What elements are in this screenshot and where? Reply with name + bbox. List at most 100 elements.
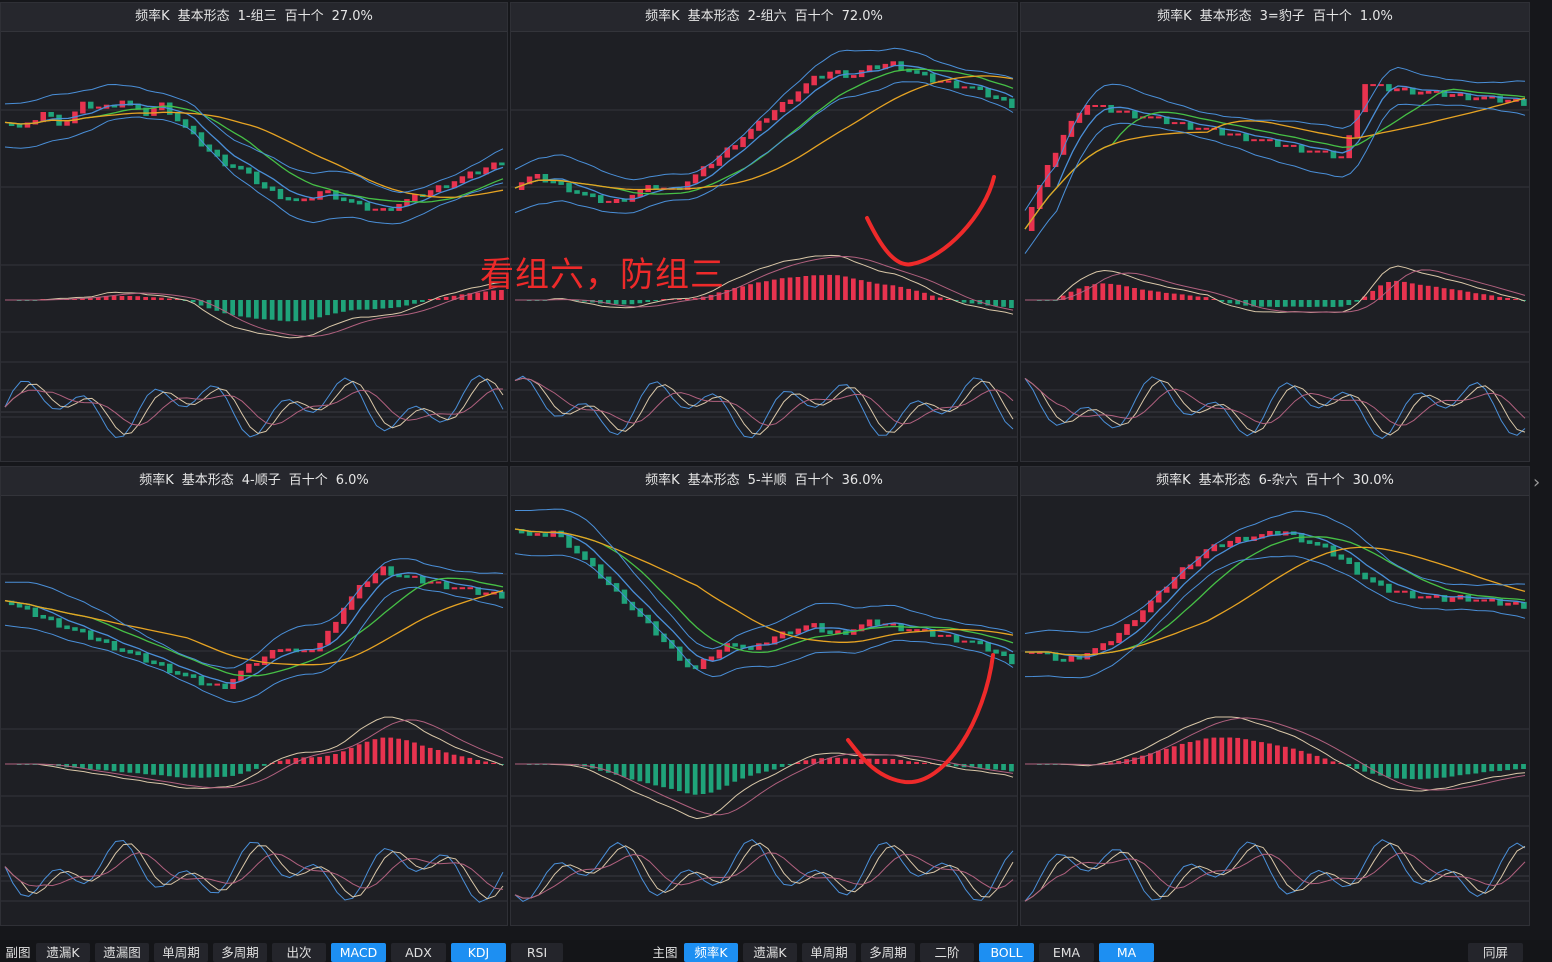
candle	[1227, 540, 1233, 548]
toolbar-right-button-4[interactable]: 二阶	[920, 943, 974, 962]
candle	[198, 132, 205, 147]
candle	[111, 641, 118, 651]
macd-bar	[1298, 750, 1304, 764]
macd-bar	[404, 740, 409, 764]
toolbar-left-button-2[interactable]: 单周期	[154, 943, 208, 962]
macd-bar	[1441, 764, 1447, 778]
macd-dif-line	[1025, 265, 1526, 314]
candle	[629, 601, 636, 611]
macd-bar	[1116, 284, 1122, 300]
macd-bar	[1457, 290, 1463, 300]
macd-bar	[945, 299, 951, 300]
candle	[764, 118, 770, 123]
macd-bar	[858, 280, 864, 300]
next-arrow-icon[interactable]: ›	[1533, 472, 1541, 493]
candle	[396, 573, 402, 578]
candle	[1425, 595, 1432, 599]
toolbar-right-button-5[interactable]: BOLL	[979, 943, 1034, 962]
macd-bar	[190, 300, 196, 303]
toolbar-left-button-1[interactable]: 遗漏图	[95, 943, 149, 962]
candle	[119, 648, 126, 652]
macd-bar	[1346, 764, 1352, 766]
candle	[1346, 557, 1352, 564]
macd-bar	[127, 764, 133, 773]
macd-bar	[953, 300, 959, 301]
toolbar-right-button-7[interactable]: MA	[1099, 943, 1154, 962]
macd-bar	[1282, 300, 1288, 307]
candle	[534, 533, 541, 536]
macd-bar	[174, 764, 180, 778]
macd-bar	[420, 745, 425, 764]
toolbar-right-button-2[interactable]: 单周期	[802, 943, 856, 962]
macd-bar	[598, 764, 603, 771]
toolbar-left-button-8[interactable]: RSI	[511, 943, 563, 962]
candle	[740, 137, 746, 148]
toolbar-left-button-5[interactable]: MACD	[331, 943, 386, 962]
boll-lower-line	[514, 553, 1014, 678]
fullscreen-button[interactable]: 同屏	[1468, 943, 1523, 962]
chart-panel-3[interactable]: 频率K 基本形态 3=豹子 百十个 1.0%	[1020, 2, 1530, 462]
candle	[1497, 95, 1503, 103]
candle	[1060, 134, 1067, 155]
kdj-j-line	[4, 839, 504, 903]
candle	[598, 564, 604, 579]
chart-panel-4[interactable]: 频率K 基本形态 4-顺子 百十个 6.0%	[0, 466, 508, 926]
candle	[1084, 105, 1091, 115]
panel-title: 频率K 基本形态 1-组三 百十个 27.0%	[1, 3, 507, 32]
macd-bar	[95, 297, 101, 300]
toolbar-right-button-3[interactable]: 多周期	[861, 943, 915, 962]
panel-title-pattern: 1-组三	[237, 9, 277, 24]
macd-bar	[748, 764, 753, 776]
chart-panel-1[interactable]: 频率K 基本形态 1-组三 百十个 27.0%	[0, 2, 508, 462]
toolbar-left-button-6[interactable]: ADX	[391, 943, 446, 962]
chart-panel-2[interactable]: 频率K 基本形态 2-组六 百十个 72.0%	[510, 2, 1018, 462]
toolbar-left-button-0[interactable]: 遗漏K	[36, 943, 90, 962]
macd-bar	[309, 757, 314, 764]
candle	[254, 171, 260, 185]
candle	[945, 80, 952, 83]
macd-bar	[159, 297, 164, 300]
macd-bar	[246, 764, 251, 772]
macd-bar	[1282, 746, 1288, 764]
candle	[708, 656, 715, 661]
candle	[277, 188, 284, 200]
macd-bar	[1402, 764, 1407, 779]
candle	[1076, 655, 1083, 660]
candle	[1481, 96, 1487, 100]
kdj-j-line	[4, 374, 504, 439]
macd-bar	[1267, 300, 1272, 307]
chart-panel-6[interactable]: 频率K 基本形态 6-杂六 百十个 30.0%	[1020, 466, 1530, 926]
toolbar-right-button-1[interactable]: 遗漏K	[743, 943, 797, 962]
macd-bar	[1314, 300, 1320, 307]
candle	[293, 198, 299, 202]
toolbar-left-button-7[interactable]: KDJ	[451, 943, 506, 962]
chart-panel-5[interactable]: 频率K 基本形态 5-半顺 百十个 36.0%	[510, 466, 1018, 926]
toolbar-left-button-4[interactable]: 出次	[272, 943, 326, 962]
candle	[835, 630, 841, 635]
candle	[993, 95, 999, 99]
candle	[811, 75, 817, 86]
candle	[8, 600, 15, 606]
macd-bar	[1243, 739, 1249, 764]
candle	[542, 533, 549, 537]
candle	[566, 182, 572, 193]
macd-bar	[677, 299, 682, 300]
candle	[1378, 84, 1384, 87]
macd-bar	[435, 298, 441, 300]
candle	[190, 674, 197, 678]
macd-bar	[1354, 300, 1360, 302]
macd-bar	[1473, 764, 1479, 774]
candle	[1433, 90, 1440, 93]
kdj-d-line	[1024, 852, 1526, 902]
toolbar-right-button-0[interactable]: 频率K	[684, 943, 738, 962]
candle	[483, 167, 489, 175]
candle	[653, 185, 659, 190]
panel-title-pct: 6.0%	[335, 473, 369, 488]
candle	[1155, 116, 1162, 119]
candle	[1179, 122, 1186, 125]
macd-bar	[174, 299, 180, 300]
candle	[412, 194, 418, 202]
toolbar-left-button-3[interactable]: 多周期	[213, 943, 267, 962]
candle	[341, 197, 347, 202]
toolbar-right-button-6[interactable]: EMA	[1039, 943, 1094, 962]
